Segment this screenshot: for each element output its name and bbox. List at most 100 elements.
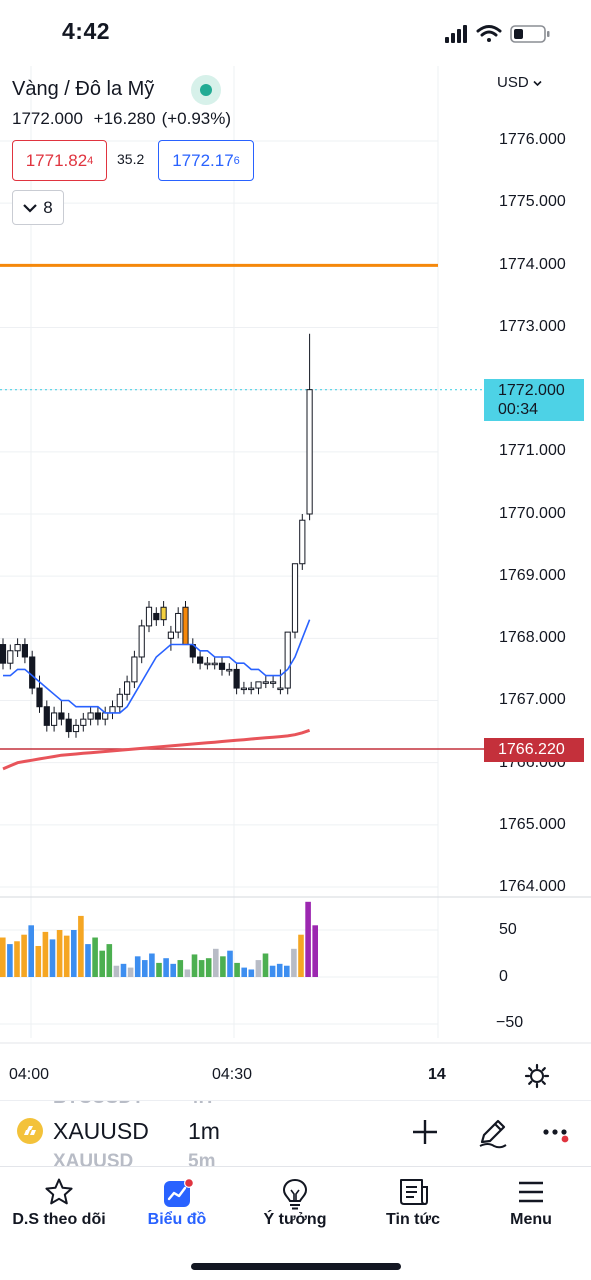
chevron-down-icon: [23, 203, 38, 213]
candle-body: [182, 606, 189, 646]
volume-bar: [71, 930, 77, 977]
volume-bar: [42, 931, 49, 977]
status-bar: 4:42: [0, 0, 591, 66]
candle-body: [284, 631, 291, 689]
cellular-signal-icon: [445, 25, 467, 43]
volume-axis-label: 50: [499, 921, 517, 938]
time-axis-label: 04:00: [9, 1066, 50, 1083]
candle-body: [277, 687, 284, 691]
last-price-tag: 1772.000 00:34: [484, 379, 584, 421]
ghost-interval: 4H: [188, 1101, 212, 1109]
candle-body: [138, 625, 145, 658]
candle-body: [226, 668, 233, 672]
volume-bar: [49, 939, 56, 977]
candle-body: [211, 662, 218, 666]
candle-body: [43, 706, 50, 726]
volume-bar: [191, 954, 198, 977]
volume-bar: [149, 953, 155, 977]
volume-bar: [205, 958, 212, 977]
status-icons: [445, 25, 550, 43]
interval-selector[interactable]: 1m: [188, 1118, 220, 1144]
buy-button[interactable]: 1772.17 6: [158, 140, 254, 181]
volume-bar: [291, 948, 297, 977]
indicators-toggle-button[interactable]: 8: [12, 190, 64, 225]
volume-bar: [298, 934, 304, 977]
volume-bar: [269, 965, 276, 977]
volume-bar: [284, 965, 290, 977]
sell-button[interactable]: 1771.82 4: [12, 140, 107, 181]
price-summary: 1772.000 +16.280 (+0.93%): [12, 109, 237, 129]
home-indicator: [191, 1263, 401, 1270]
spread-value: 35.2: [117, 151, 145, 167]
candle-body: [65, 718, 72, 733]
currency-selector[interactable]: USD: [497, 74, 542, 91]
ghost-interval: 5m: [188, 1151, 216, 1166]
volume-bar: [92, 937, 98, 977]
volume-bar: [142, 960, 148, 977]
volume-bar: [248, 969, 255, 977]
moving-average-tag: 1766.220: [484, 738, 584, 762]
candle-body: [299, 519, 306, 565]
candle-body: [160, 606, 167, 621]
tab-label: Ý tưởng: [263, 1211, 327, 1228]
price-change-percent: (+0.93%): [161, 109, 232, 128]
volume-bar: [134, 956, 141, 977]
chart-settings-icon[interactable]: [524, 1063, 550, 1089]
price-axis-label: 1775.000: [499, 193, 566, 210]
volume-bar: [234, 962, 240, 977]
tab-label: Biểu đồ: [147, 1211, 207, 1228]
plus-icon[interactable]: [408, 1115, 442, 1149]
volume-bar: [120, 963, 127, 977]
bid-price-pip: 4: [87, 154, 94, 167]
bar-countdown: 00:34: [498, 401, 539, 418]
candle-body: [0, 644, 7, 664]
ghost-symbol: BTCUSDT: [53, 1101, 144, 1109]
tab-watchlist[interactable]: D.S theo dõi: [0, 1167, 118, 1247]
volume-bar: [0, 937, 6, 977]
battery-icon: [510, 25, 550, 43]
volume-bar: [7, 944, 13, 977]
symbol-selector[interactable]: XAUUSD: [53, 1118, 149, 1144]
candle-body: [21, 644, 28, 658]
symbol-title: Vàng / Đô la Mỹ: [12, 78, 155, 100]
more-options-icon[interactable]: [540, 1115, 574, 1149]
tab-ideas[interactable]: Ý tưởng: [236, 1167, 354, 1247]
volume-bar: [85, 944, 91, 977]
candle-body: [51, 712, 58, 726]
volume-bar: [63, 935, 70, 977]
volume-bar: [28, 925, 34, 977]
volume-bar: [184, 969, 191, 977]
chart-icon: [164, 1178, 194, 1207]
volume-bar: [255, 960, 262, 977]
candle-body: [131, 656, 138, 683]
candle-body: [14, 644, 21, 652]
bottom-tab-bar: D.S theo dõi Biểu đồ Ý tưởng Tin tức: [0, 1166, 591, 1280]
tab-news[interactable]: Tin tức: [354, 1167, 472, 1247]
price-axis-label: 1765.000: [499, 816, 566, 833]
chevron-down-icon: [533, 80, 542, 87]
tab-menu[interactable]: Menu: [472, 1167, 590, 1247]
drawing-pen-icon[interactable]: [476, 1115, 510, 1149]
candle-body: [270, 681, 277, 684]
candle-body: [233, 668, 240, 689]
volume-bar: [113, 965, 120, 977]
volume-bar: [312, 925, 318, 977]
indicators-count: 8: [43, 197, 53, 217]
ghost-symbol: XAUUSD: [53, 1151, 134, 1166]
candle-body: [94, 712, 102, 720]
tab-chart[interactable]: Biểu đồ: [118, 1167, 236, 1247]
volume-axis-label: 0: [499, 968, 508, 985]
candle-body: [204, 662, 211, 666]
candle-body: [291, 563, 299, 633]
symbol-toolbar: BTCUSDT 4H XAUUSD 5m XAUUSD 1m: [0, 1100, 591, 1166]
price-chart[interactable]: [0, 66, 591, 1100]
price-change: +16.280: [93, 109, 156, 128]
candle-body: [306, 389, 313, 515]
candle-body: [197, 656, 204, 664]
chart-area[interactable]: [0, 66, 591, 1100]
price-axis-label: 1764.000: [499, 878, 566, 895]
candle-body: [109, 706, 116, 714]
price-axis-label: 1773.000: [499, 318, 566, 335]
price-axis-label: 1770.000: [499, 505, 566, 522]
price-axis-label: 1771.000: [499, 442, 566, 459]
